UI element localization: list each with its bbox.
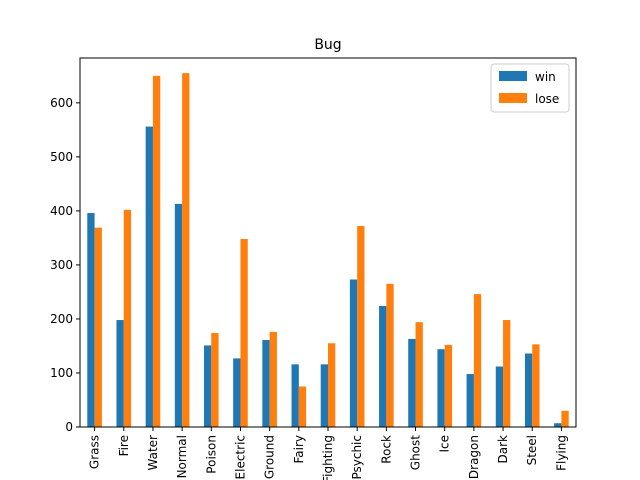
bar-win-fighting xyxy=(320,364,328,427)
y-tick-label: 200 xyxy=(50,312,73,326)
bar-lose-fire xyxy=(123,209,132,427)
bar-win-electric xyxy=(233,358,241,427)
bar-lose-ice xyxy=(444,344,452,427)
x-tick-label: Fighting xyxy=(321,435,335,480)
bars-layer xyxy=(87,73,569,428)
bar-lose-ground xyxy=(269,331,277,427)
bar-lose-grass xyxy=(94,227,102,427)
bar-lose-dark xyxy=(503,320,511,427)
bar-lose-poison xyxy=(211,332,219,427)
chart-title: Bug xyxy=(314,37,341,53)
x-tick-label: Flying xyxy=(554,435,568,471)
x-tick-label: Fairy xyxy=(292,435,306,464)
legend-label-lose: lose xyxy=(535,92,559,106)
x-tick-label: Rock xyxy=(379,435,393,464)
bar-win-ice xyxy=(437,349,445,427)
bar-win-flying xyxy=(554,423,562,427)
bar-win-dark xyxy=(495,366,504,427)
bar-lose-electric xyxy=(240,238,248,427)
y-tick-label: 400 xyxy=(50,204,73,218)
x-tick-label: Ghost xyxy=(409,435,423,470)
x-tick-label: Steel xyxy=(525,435,539,465)
legend-swatch-lose xyxy=(499,93,527,103)
bar-lose-fairy xyxy=(298,386,307,427)
bar-lose-normal xyxy=(182,73,190,427)
bar-lose-water xyxy=(152,75,161,427)
bar-lose-rock xyxy=(386,283,394,427)
x-tick-label: Ground xyxy=(263,435,277,479)
bar-win-grass xyxy=(87,213,95,427)
legend-label-win: win xyxy=(535,70,556,84)
bar-win-rock xyxy=(379,305,387,427)
x-tick-label: Poison xyxy=(204,435,218,474)
bar-win-fairy xyxy=(291,364,299,427)
x-tick-label: Fire xyxy=(117,435,131,456)
x-tick-label: Grass xyxy=(88,435,102,469)
y-tick-label: 100 xyxy=(50,366,73,380)
y-axis: 0 100 200 300 400 500 600 xyxy=(50,96,80,434)
bar-lose-flying xyxy=(561,410,569,427)
x-tick-label: Ice xyxy=(438,435,452,453)
bar-lose-steel xyxy=(532,344,540,427)
bar-win-ghost xyxy=(408,338,416,427)
bar-lose-fighting xyxy=(328,343,336,427)
bar-lose-psychic xyxy=(357,226,365,427)
bar-win-normal xyxy=(174,203,183,427)
plot-frame xyxy=(79,57,577,428)
bar-lose-dragon xyxy=(473,294,482,427)
y-tick-label: 0 xyxy=(65,420,73,434)
x-tick-label: Dragon xyxy=(467,435,481,479)
x-tick-label: Dark xyxy=(496,435,510,464)
bar-win-ground xyxy=(262,340,270,427)
x-axis: Grass Fire Water Normal Poison Electric Ground… xyxy=(88,427,568,480)
x-tick-label: Electric xyxy=(233,435,247,479)
bar-win-dragon xyxy=(466,374,474,427)
y-tick-label: 500 xyxy=(50,150,73,164)
legend-swatch-win xyxy=(499,71,527,81)
legend: win lose xyxy=(490,63,570,113)
x-tick-label: Psychic xyxy=(350,435,364,480)
bar-lose-ghost xyxy=(415,322,423,427)
x-tick-label: Water xyxy=(146,435,160,471)
y-tick-label: 600 xyxy=(50,96,73,110)
bar-win-steel xyxy=(524,353,533,427)
bar-win-psychic xyxy=(349,279,358,427)
x-tick-label: Normal xyxy=(175,435,189,478)
bar-win-fire xyxy=(116,320,124,427)
y-tick-label: 300 xyxy=(50,258,73,272)
bar-win-poison xyxy=(204,345,212,427)
bar-win-water xyxy=(145,126,153,428)
